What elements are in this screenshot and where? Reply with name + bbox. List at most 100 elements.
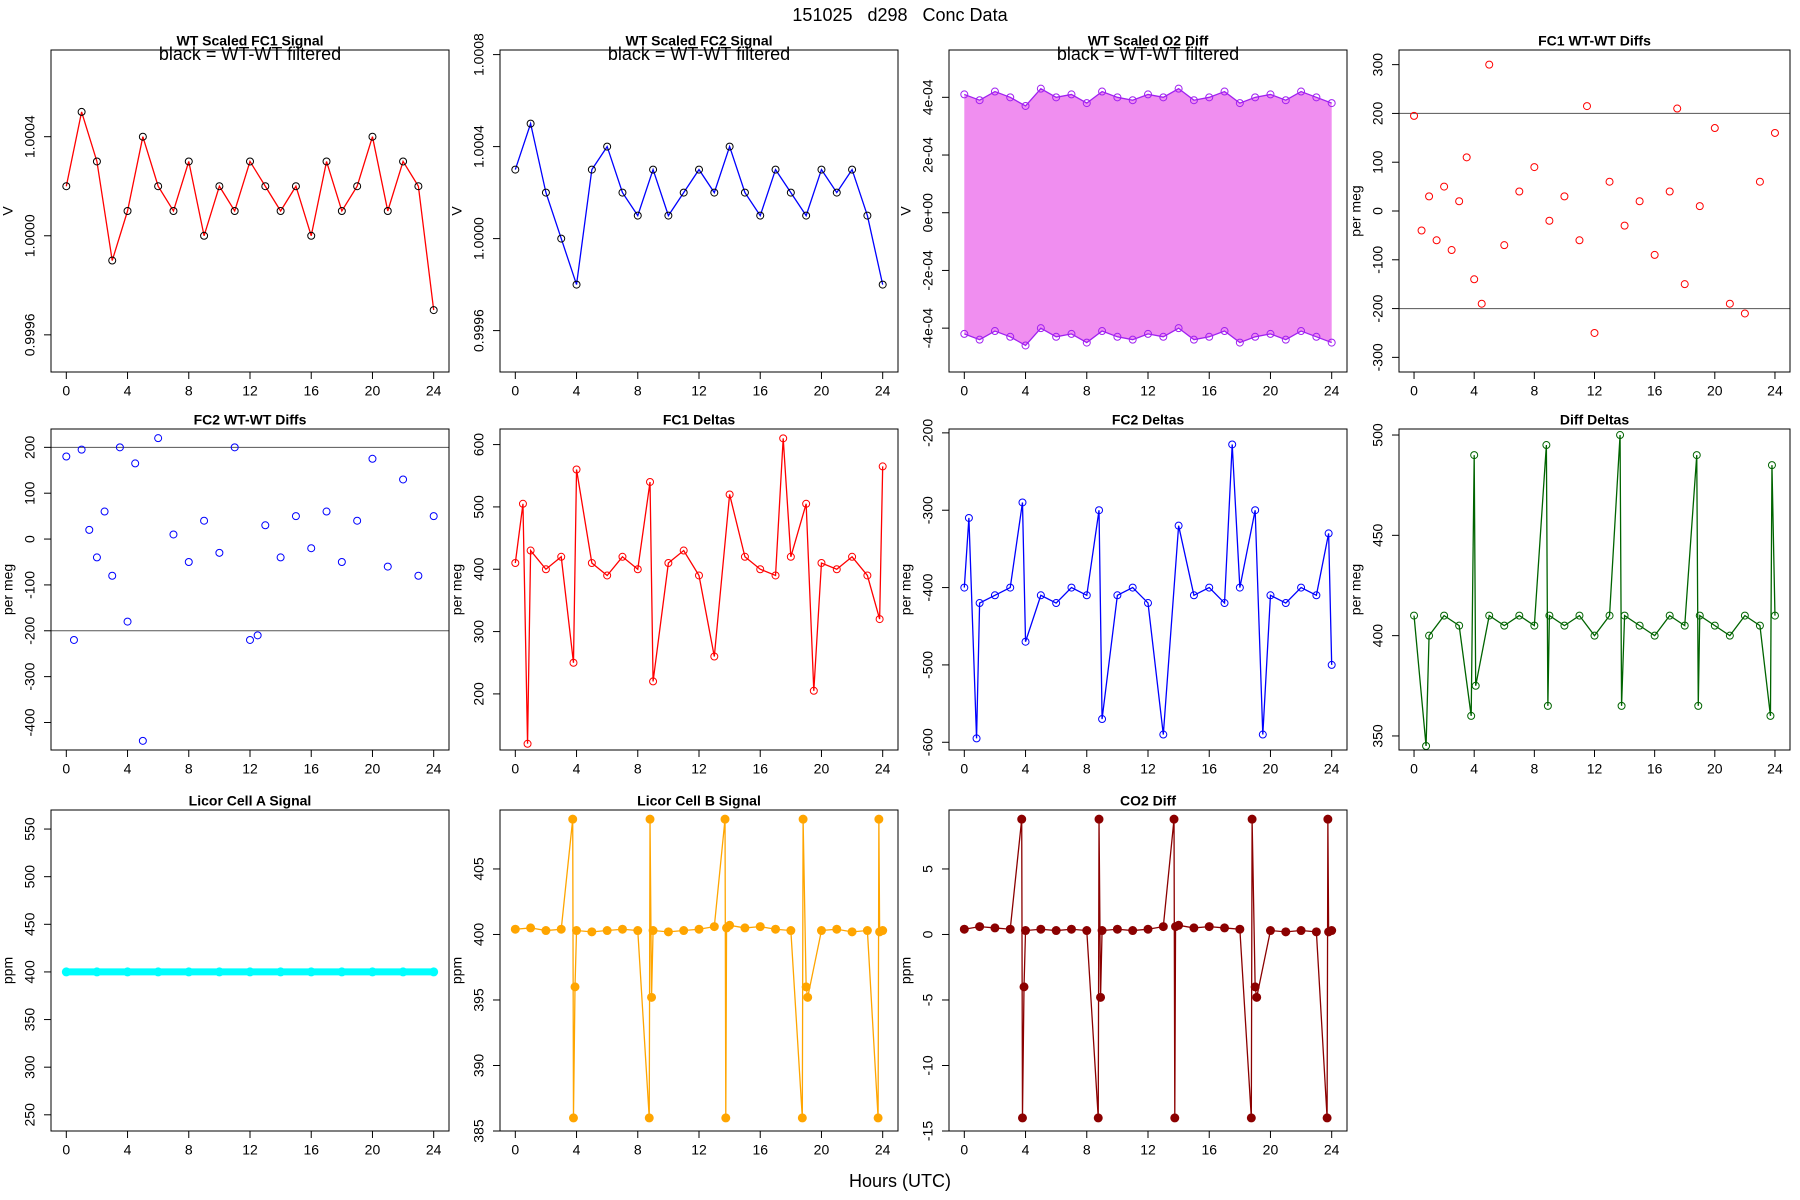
x-tick-label: 16 — [1201, 1142, 1217, 1158]
data-point — [276, 553, 285, 562]
y-tick-label: 405 — [471, 857, 487, 881]
data-point — [1323, 814, 1333, 824]
x-tick-label: 12 — [691, 1142, 707, 1158]
data-point — [92, 157, 101, 166]
plot-frame — [499, 809, 899, 1132]
y-axis-label: per meg — [1348, 564, 1364, 615]
data-point — [816, 926, 826, 936]
data-point — [398, 967, 408, 977]
y-axis-label: V — [0, 206, 16, 216]
x-tick-label: 24 — [875, 1142, 891, 1158]
data-point — [1098, 327, 1107, 336]
data-point — [1205, 583, 1214, 592]
data-point — [1097, 926, 1107, 936]
data-point — [740, 923, 750, 933]
y-tick-label: 200 — [22, 435, 38, 459]
y-tick-label: -200 — [1370, 294, 1386, 322]
data-point — [1635, 621, 1644, 630]
y-tick-label: 100 — [22, 481, 38, 505]
data-point — [115, 443, 124, 452]
data-point — [648, 926, 658, 936]
x-tick-label: 20 — [814, 383, 830, 399]
data-point — [276, 967, 286, 977]
y-tick-label: 0.9996 — [471, 309, 487, 352]
data-point — [1265, 926, 1275, 936]
data-point — [801, 982, 811, 992]
data-point — [1605, 177, 1614, 186]
data-point — [541, 565, 550, 574]
x-tick-label: 0 — [62, 1142, 70, 1158]
data-point — [771, 571, 780, 580]
annotation: black = WT-WT filtered — [1057, 44, 1239, 64]
data-point — [568, 1113, 578, 1123]
y-tick-label: 0 — [1370, 207, 1386, 215]
data-point — [92, 967, 102, 977]
plot-frame — [1398, 49, 1791, 373]
data-point — [1019, 982, 1029, 992]
data-point — [1098, 87, 1107, 96]
data-point — [153, 967, 163, 977]
data-point — [960, 583, 969, 592]
data-point — [1422, 741, 1431, 750]
data-point — [1036, 924, 1046, 934]
panel-title: WT Scaled FC2 Signal — [625, 33, 772, 49]
data-point — [1485, 611, 1494, 620]
plot-area — [511, 119, 887, 289]
annotation: black = WT-WT filtered — [159, 44, 341, 64]
data-point — [184, 557, 193, 566]
data-point — [1410, 611, 1419, 620]
data-point — [618, 552, 627, 561]
data-point — [1220, 599, 1229, 608]
data-point — [803, 992, 813, 1002]
data-point — [644, 1113, 654, 1123]
data-point — [847, 927, 857, 937]
panel-title: FC1 WT-WT Diffs — [1538, 33, 1651, 49]
x-tick-label: 8 — [185, 1142, 193, 1158]
data-point — [1052, 599, 1061, 608]
y-tick-label: 0 — [22, 535, 38, 543]
data-line — [515, 819, 883, 1118]
data-point — [1096, 992, 1106, 1002]
data-point — [809, 686, 818, 695]
plot-area — [61, 967, 439, 977]
y-axis-label: V — [449, 206, 465, 216]
data-point — [1067, 583, 1076, 592]
data-point — [1266, 329, 1275, 338]
x-tick-label: 8 — [1083, 1142, 1091, 1158]
data-point — [276, 207, 285, 215]
data-point — [832, 188, 841, 197]
data-point — [569, 658, 578, 667]
data-point — [587, 559, 596, 568]
plot-frame — [948, 428, 1348, 751]
x-tick-label: 0 — [511, 383, 519, 399]
data-point — [1067, 329, 1076, 338]
data-point — [92, 553, 101, 562]
x-tick-label: 4 — [1470, 761, 1478, 777]
data-point — [1113, 591, 1122, 600]
data-point — [368, 454, 377, 463]
fill-band — [964, 88, 1332, 346]
data-point — [1174, 920, 1184, 930]
data-point — [975, 96, 984, 105]
data-point — [62, 182, 71, 191]
data-point — [253, 631, 262, 640]
data-point — [802, 211, 811, 220]
y-tick-label: -2e-04 — [920, 250, 936, 291]
y-axis-label: ppm — [898, 957, 914, 984]
x-tick-label: 16 — [1647, 761, 1663, 777]
plot-frame — [948, 809, 1348, 1132]
data-point — [848, 165, 857, 174]
data-point — [725, 142, 734, 151]
data-point — [646, 477, 655, 486]
data-point — [964, 513, 973, 522]
panel: Diff Deltas per meg 0 4 8 12 16 20 24 350 400 450 50… — [1348, 412, 1791, 777]
data-point — [1144, 90, 1152, 99]
data-point — [353, 516, 362, 525]
x-tick-label: 20 — [814, 761, 830, 777]
data-point — [817, 165, 826, 174]
plot-area — [1399, 60, 1790, 337]
y-tick-label: -4e-04 — [920, 308, 936, 349]
data-point — [541, 188, 550, 197]
data-point — [1159, 730, 1168, 739]
x-tick-label: 16 — [752, 383, 768, 399]
